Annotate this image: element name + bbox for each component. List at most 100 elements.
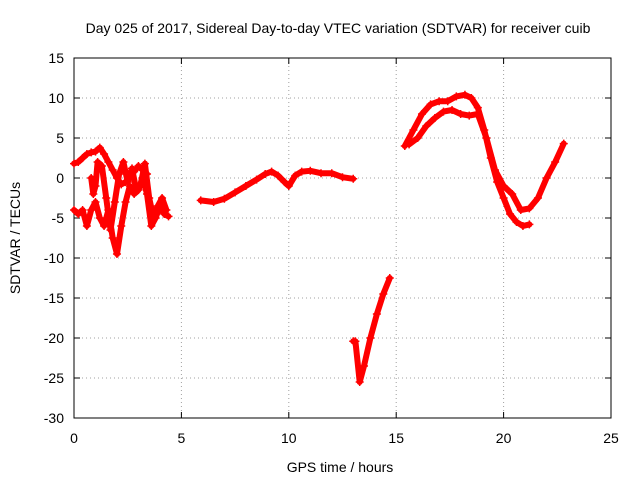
plot-frame <box>73 57 612 419</box>
data-point <box>220 194 229 203</box>
data-point <box>525 204 534 213</box>
data-point <box>506 210 515 218</box>
data-point <box>516 206 525 214</box>
data-point <box>542 174 551 182</box>
data-point <box>559 139 568 148</box>
data-point <box>439 107 448 116</box>
data-point <box>89 190 98 198</box>
data-point <box>108 166 117 174</box>
data-point <box>231 188 240 197</box>
data-point <box>349 174 358 183</box>
data-point <box>108 234 117 242</box>
data-point <box>317 169 326 178</box>
data-point <box>491 166 500 174</box>
data-point <box>426 100 435 109</box>
data-point <box>518 222 527 230</box>
data-point <box>372 310 381 318</box>
data-point <box>379 290 388 298</box>
y-tick-label: 0 <box>56 170 64 186</box>
data-point <box>405 140 414 149</box>
x-axis-label: GPS time / hours <box>287 459 394 475</box>
series-arc5 <box>405 106 568 214</box>
data-point <box>115 170 124 178</box>
data-point <box>241 182 250 190</box>
data-point <box>413 134 422 142</box>
data-point <box>132 186 141 194</box>
data-point <box>78 154 87 162</box>
data-point <box>460 90 469 99</box>
data-point <box>327 169 336 178</box>
data-point <box>359 362 368 370</box>
data-point <box>261 170 270 178</box>
data-point <box>87 174 96 182</box>
data-point <box>525 220 534 229</box>
data-point <box>499 182 508 190</box>
data-point <box>443 97 452 106</box>
data-point <box>456 110 465 118</box>
data-point <box>267 167 276 176</box>
x-tick-label: 10 <box>281 430 297 446</box>
data-point <box>104 158 113 166</box>
data-point <box>91 182 100 190</box>
data-point <box>110 198 119 206</box>
data-point <box>297 167 306 176</box>
data-point <box>551 158 560 166</box>
series-arc2 <box>196 166 358 206</box>
data-point <box>100 150 109 158</box>
data-point <box>252 175 261 184</box>
data-point <box>417 110 426 118</box>
series-arc1-scatter <box>87 158 171 234</box>
data-point <box>70 206 78 214</box>
data-point <box>119 158 128 166</box>
data-point <box>158 194 167 202</box>
data-point <box>473 110 482 118</box>
data-point <box>385 274 394 282</box>
series-arc3 <box>349 274 394 386</box>
data-point <box>70 159 78 168</box>
data-point <box>162 206 171 214</box>
data-point <box>291 171 300 180</box>
data-point <box>306 166 315 175</box>
data-point <box>100 222 109 230</box>
data-point <box>435 97 444 106</box>
data-point <box>508 190 517 198</box>
data-point <box>147 222 156 230</box>
series-line <box>406 107 567 213</box>
y-tick-label: -15 <box>44 290 64 306</box>
y-tick-label: -20 <box>44 330 64 346</box>
data-point <box>467 94 476 102</box>
data-point <box>95 143 104 152</box>
data-point <box>512 218 521 226</box>
data-point <box>284 182 293 190</box>
y-axis-label: SDTVAR / TECUs <box>7 182 23 294</box>
data-point <box>134 162 143 170</box>
data-point <box>102 194 111 202</box>
data-point <box>338 173 347 182</box>
data-point <box>123 178 132 186</box>
data-point <box>482 134 491 142</box>
series-arc4 <box>400 90 534 230</box>
data-point <box>533 194 542 202</box>
data-point <box>82 222 91 230</box>
data-point <box>153 202 162 210</box>
data-point <box>91 147 100 156</box>
grid <box>74 58 611 418</box>
y-tick-label: -25 <box>44 370 64 386</box>
data-point <box>465 111 474 120</box>
series-line <box>350 275 393 385</box>
x-tick-label: 5 <box>178 430 186 446</box>
data-point <box>430 114 439 122</box>
x-tick-label: 20 <box>496 430 512 446</box>
chart-title: Day 025 of 2017, Sidereal Day-to-day VTE… <box>86 20 591 36</box>
x-tick-label: 25 <box>603 430 619 446</box>
data-point <box>136 180 145 189</box>
data-point <box>422 122 431 130</box>
y-tick-label: -30 <box>44 410 64 426</box>
data-point <box>87 148 96 157</box>
data-point <box>93 158 102 166</box>
y-tick-label: -5 <box>52 210 65 226</box>
y-tick-label: 10 <box>48 90 64 106</box>
data-point <box>196 196 205 205</box>
data-point <box>106 226 115 234</box>
